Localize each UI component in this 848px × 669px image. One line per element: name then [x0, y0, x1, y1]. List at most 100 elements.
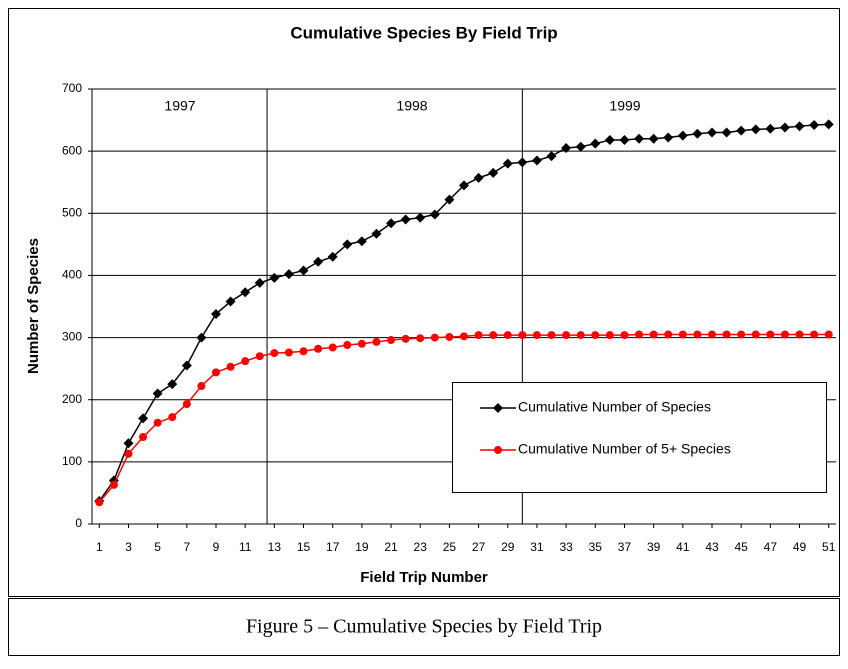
- y-tick-label: 0: [75, 516, 82, 530]
- marker: [502, 158, 513, 169]
- marker: [372, 337, 381, 346]
- x-tick-label: 5: [154, 540, 161, 554]
- marker: [387, 336, 396, 345]
- marker: [750, 124, 761, 135]
- marker: [124, 449, 133, 458]
- marker: [182, 400, 191, 409]
- marker: [824, 330, 833, 339]
- marker: [503, 331, 512, 340]
- marker: [531, 155, 542, 166]
- marker: [429, 209, 440, 220]
- x-tick-label: 33: [559, 540, 573, 554]
- marker: [328, 343, 337, 352]
- x-tick-label: 27: [472, 540, 486, 554]
- marker: [562, 331, 571, 340]
- marker: [532, 331, 541, 340]
- marker: [619, 134, 630, 145]
- x-tick-label: 25: [443, 540, 457, 554]
- x-tick-label: 9: [213, 540, 220, 554]
- marker: [371, 228, 382, 239]
- year-label: 1999: [609, 98, 640, 114]
- marker: [196, 332, 207, 343]
- marker: [460, 332, 468, 341]
- legend-label: Cumulative Number of Species: [518, 399, 711, 415]
- marker: [138, 413, 149, 424]
- marker: [605, 331, 614, 340]
- y-axis-label: Number of Species: [25, 238, 42, 374]
- x-tick-label: 1: [96, 540, 103, 554]
- marker: [342, 239, 353, 250]
- marker: [181, 360, 192, 371]
- marker: [663, 132, 674, 143]
- marker: [415, 212, 426, 223]
- y-tick-label: 100: [62, 454, 82, 468]
- chart-frame: [8, 8, 840, 597]
- x-tick-label: 23: [414, 540, 428, 554]
- marker: [167, 379, 178, 390]
- marker: [241, 357, 250, 366]
- marker: [473, 172, 484, 183]
- x-tick-label: 3: [125, 540, 132, 554]
- marker: [604, 134, 615, 145]
- marker: [212, 368, 220, 377]
- marker: [677, 130, 688, 141]
- marker: [591, 331, 600, 340]
- marker: [693, 330, 702, 339]
- marker: [255, 352, 264, 361]
- marker: [635, 330, 644, 339]
- y-tick-label: 500: [62, 205, 82, 219]
- marker: [547, 331, 556, 340]
- marker: [809, 120, 820, 131]
- marker: [664, 330, 673, 339]
- marker: [400, 214, 411, 225]
- marker: [751, 330, 760, 339]
- marker: [779, 122, 790, 133]
- marker: [518, 331, 527, 340]
- marker: [707, 127, 717, 138]
- x-tick-label: 51: [822, 540, 836, 554]
- marker: [737, 330, 746, 339]
- marker: [269, 272, 280, 283]
- x-tick-label: 49: [793, 540, 807, 554]
- marker: [634, 133, 645, 144]
- marker: [299, 347, 308, 356]
- marker: [356, 236, 367, 247]
- marker: [794, 121, 805, 132]
- marker: [561, 143, 572, 154]
- marker: [678, 330, 687, 339]
- marker: [254, 277, 265, 288]
- y-tick-label: 200: [62, 392, 82, 406]
- x-tick-label: 41: [676, 540, 690, 554]
- y-tick-label: 400: [62, 268, 82, 282]
- marker: [430, 333, 439, 342]
- marker: [298, 265, 309, 276]
- marker: [152, 388, 163, 399]
- x-tick-label: 17: [326, 540, 340, 554]
- marker: [109, 480, 118, 489]
- x-tick-label: 11: [239, 540, 252, 554]
- year-label: 1997: [164, 98, 195, 114]
- marker: [576, 331, 585, 340]
- marker: [386, 218, 397, 229]
- marker: [314, 344, 323, 353]
- marker: [459, 180, 469, 191]
- marker: [168, 413, 177, 422]
- marker: [416, 334, 425, 343]
- marker: [722, 330, 731, 339]
- x-tick-label: 43: [705, 540, 719, 554]
- year-label: 1998: [396, 98, 427, 114]
- marker: [139, 433, 148, 441]
- x-tick-label: 21: [384, 540, 398, 554]
- marker: [649, 330, 658, 339]
- x-tick-label: 13: [268, 540, 282, 554]
- marker: [765, 123, 776, 134]
- marker: [283, 269, 294, 280]
- x-tick-label: 39: [647, 540, 661, 554]
- marker: [153, 418, 162, 427]
- x-tick-label: 15: [297, 540, 311, 554]
- marker: [197, 382, 206, 391]
- marker: [123, 438, 134, 449]
- marker: [284, 348, 293, 357]
- marker: [692, 128, 703, 139]
